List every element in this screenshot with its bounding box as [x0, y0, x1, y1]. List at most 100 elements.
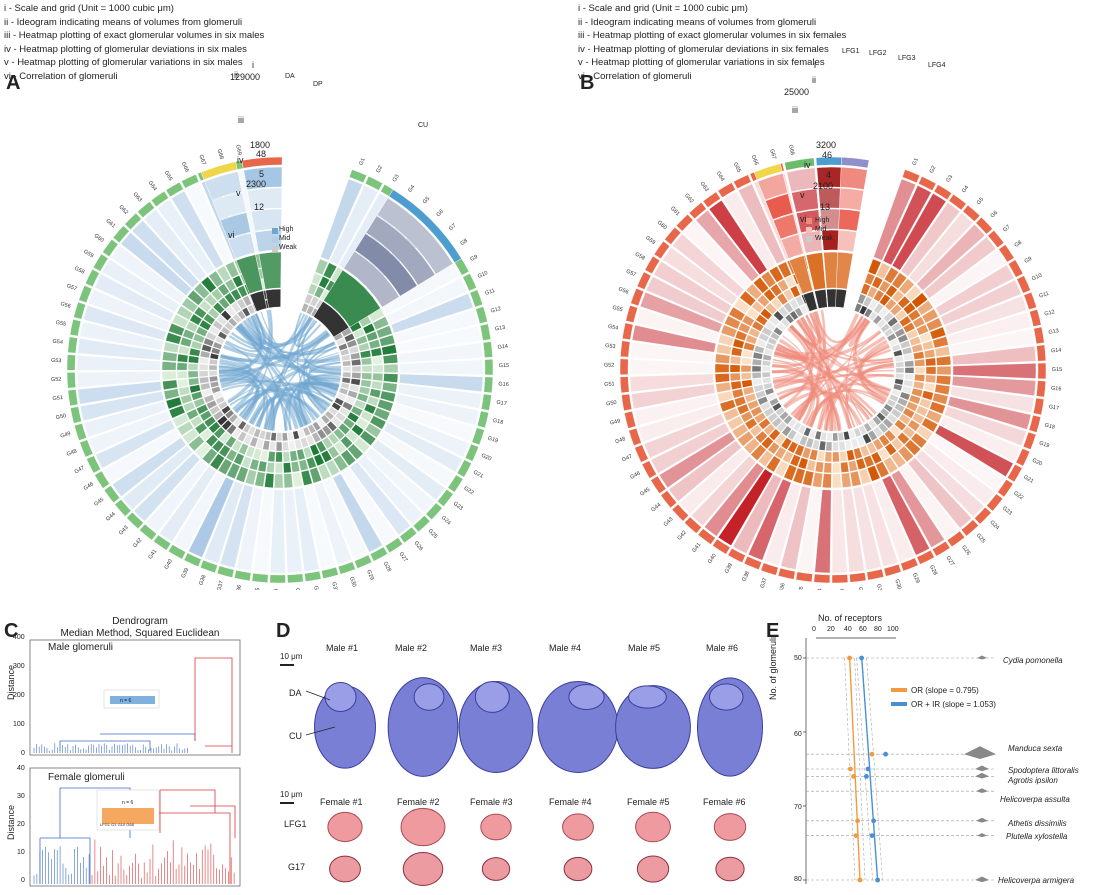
glomerulus-label: G7: [1002, 224, 1011, 233]
special-heat: [780, 234, 804, 259]
ring-dev-cell: [777, 279, 790, 293]
male-tick-100: 100: [13, 721, 25, 728]
ring-dev-cell: [816, 450, 826, 462]
ring-dev-cell: [934, 384, 951, 396]
ring-vol-cell: [950, 386, 1035, 414]
panel-a-letter: A: [6, 72, 21, 94]
e-x-title: No. of receptors: [818, 613, 883, 623]
glomerulus-label: G48: [66, 448, 78, 457]
ring-var-cell: [243, 433, 253, 446]
ring-ideo-cell: [902, 169, 921, 184]
ring-ideo-cell: [916, 550, 935, 565]
ring-var-cell: [338, 406, 350, 417]
ring-dev-cell: [758, 417, 771, 430]
glomerulus-label: G50: [55, 413, 66, 421]
ring-dev-cell: [891, 290, 905, 303]
ring-var-cell: [781, 425, 792, 437]
ring-var-cell: [894, 327, 906, 338]
ring-dev-cell: [383, 363, 399, 373]
ring-dev-cell: [320, 449, 333, 463]
ring-dev-cell: [742, 386, 755, 396]
segment-lfg1: LFG1: [842, 48, 860, 55]
ring-dev-cell: [189, 313, 203, 326]
ring-var-cell: [209, 358, 218, 366]
ring-vol-cell: [831, 489, 848, 574]
ring-ideo-cell: [676, 214, 694, 232]
ring-dev-cell: [244, 469, 257, 486]
ring-var-cell: [892, 383, 903, 392]
ring-var-cell: [276, 432, 283, 442]
ring-ideo-cell: [385, 537, 403, 553]
female-row-g17: G17: [288, 862, 306, 872]
ring-dev-cell: [763, 288, 776, 302]
ring-dev-cell: [249, 458, 260, 471]
ring-dev-cell: [177, 378, 189, 388]
ring-vol-cell: [814, 489, 832, 574]
ring-dev-cell: [360, 379, 372, 388]
ring-dev-cell: [342, 417, 356, 430]
ring-var-cell: [287, 431, 294, 441]
ring-var-cell: [262, 440, 271, 451]
ring-dev-cell: [714, 363, 730, 373]
ring-ideo-cell: [481, 393, 492, 411]
ring-dev-cell: [200, 276, 217, 293]
female-red-branch: [130, 789, 236, 884]
ring-ideo-cell: [153, 534, 172, 551]
ring-vol-cell: [394, 309, 478, 344]
ring-var-cell: [199, 376, 210, 384]
ring-dev-cell: [182, 428, 199, 444]
ring-dev-cell: [369, 388, 382, 399]
ring-dev-cell: [201, 447, 218, 465]
ring-var-cell: [755, 338, 767, 348]
ring-ideo-cell: [183, 552, 202, 567]
glomerulus-label: G55: [55, 320, 66, 328]
ring-dev-cell: [233, 452, 245, 466]
ring-dev-cell: [741, 314, 755, 327]
ring-dev-cell: [925, 366, 937, 375]
correlation-chord: [297, 385, 337, 425]
dendrogram-title: Dendrogram: [112, 616, 168, 627]
ring-dev-cell: [884, 298, 897, 311]
ring-dev-cell: [760, 436, 774, 450]
ring-vol-cell: [398, 342, 483, 363]
ring-vol-cell: [329, 185, 379, 266]
ring-dev-cell: [372, 316, 390, 331]
ring-var-cell: [843, 430, 851, 441]
ring-dev-cell: [351, 423, 365, 437]
ring-dev-cell: [715, 382, 732, 393]
glomerulus-label: G21: [472, 470, 484, 480]
female-tick-40: 40: [17, 765, 25, 772]
glomerulus-label: G67: [197, 154, 206, 166]
glomerulus-label: G59: [82, 249, 94, 259]
female-6-label: Female #6: [703, 797, 746, 807]
ring-dev-cell: [235, 466, 249, 483]
ring-ideo-cell: [688, 202, 707, 220]
ring-dev-cell: [730, 346, 743, 357]
ring-dev-cell: [720, 324, 738, 338]
glomerulus-label: G58: [634, 251, 646, 261]
ring-dev-cell: [740, 364, 752, 373]
scale-value-a-2: 1800: [250, 140, 271, 150]
ring-var-cell: [335, 411, 347, 423]
ring-dev-cell: [867, 465, 881, 482]
glomerulus-label: G3: [392, 174, 401, 183]
ring-dev-cell: [179, 336, 193, 348]
glomerulus-label: G8: [459, 238, 468, 247]
ring-dev-cell: [801, 446, 812, 459]
data-point: [855, 818, 860, 824]
ring-var-cell: [209, 375, 219, 383]
ring-ideo-cell: [354, 554, 373, 569]
glomerulus-label: G64: [715, 171, 725, 183]
ring-var-cell: [208, 325, 220, 336]
ring-vol-cell: [395, 393, 480, 426]
ring-ideo-cell: [251, 572, 269, 583]
correlation-chord: [284, 382, 339, 431]
glomerulus-label: G13: [1048, 328, 1059, 336]
glomerulus-label: G7: [448, 223, 457, 232]
ring-var-cell: [348, 345, 360, 354]
ring-var-cell: [891, 343, 902, 352]
ring-vol-cell: [872, 479, 915, 562]
ring-ideo-cell: [181, 174, 200, 189]
data-point: [883, 751, 888, 757]
ring-dev-cell: [750, 406, 763, 418]
